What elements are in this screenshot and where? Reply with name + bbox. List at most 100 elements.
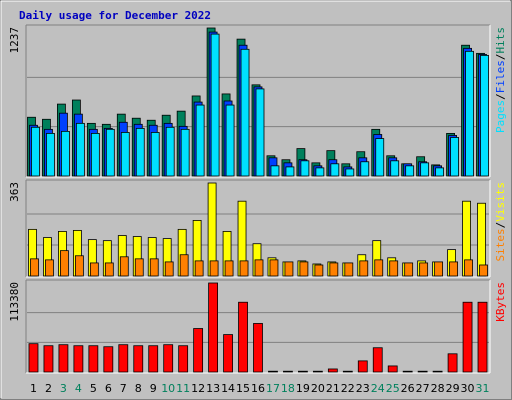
bar [449, 261, 458, 277]
bar [30, 258, 39, 277]
x-tick-label: 19 [296, 382, 310, 395]
bar [330, 163, 340, 177]
bar [372, 347, 383, 373]
bar [74, 255, 84, 277]
x-tick-label: 13 [206, 382, 220, 395]
bar [419, 262, 429, 277]
legend-separator: / [494, 54, 507, 61]
bar [225, 104, 235, 177]
bar [283, 370, 293, 373]
bar [390, 160, 400, 177]
bar [43, 345, 54, 373]
bar [327, 368, 338, 373]
bar [209, 260, 219, 277]
legend-entry: KBytes [494, 282, 507, 322]
x-tick-label: 5 [90, 382, 97, 395]
bar [345, 168, 355, 177]
x-tick-label: 22 [341, 382, 355, 395]
bar [404, 262, 414, 277]
bar [434, 261, 444, 277]
bar [387, 365, 398, 373]
bar [374, 259, 384, 277]
bar [133, 345, 144, 373]
bar [402, 370, 413, 373]
bar [314, 264, 324, 277]
bar [194, 260, 204, 277]
legend: Sites/Visits [494, 182, 507, 262]
bar [269, 259, 279, 277]
bar [477, 301, 488, 373]
bar [300, 160, 310, 177]
x-tick-label: 1 [30, 382, 37, 395]
bar [342, 370, 353, 373]
x-tick-label: 10 [161, 382, 175, 395]
bar [195, 104, 205, 177]
x-tick-label: 7 [120, 382, 127, 395]
bar [178, 345, 189, 373]
x-tick-label: 15 [236, 382, 250, 395]
bar [118, 344, 129, 373]
legend-entry: Sites [494, 228, 507, 261]
bar [75, 122, 85, 177]
bar [344, 262, 354, 277]
bar [432, 370, 443, 373]
legend-entry: Files [494, 60, 507, 93]
bar [298, 370, 308, 373]
bar [164, 261, 174, 277]
bar [238, 301, 248, 373]
bar [46, 133, 55, 177]
bar [163, 344, 174, 373]
bar [253, 323, 263, 373]
bar [135, 127, 145, 177]
y-tick-label: 363 [8, 182, 21, 202]
bar [148, 345, 159, 373]
bar [223, 334, 233, 373]
bar [285, 166, 295, 177]
y-tick-label: 113380 [8, 282, 21, 322]
x-tick-label: 12 [191, 382, 205, 395]
bar [88, 345, 99, 373]
bar [28, 343, 39, 373]
x-tick-label: 29 [446, 382, 460, 395]
bar [315, 167, 325, 177]
x-tick-label: 30 [461, 382, 475, 395]
bar [360, 161, 370, 177]
legend-entry: Hits [494, 27, 507, 54]
bar [239, 260, 249, 277]
legend: Pages/Files/Hits [494, 27, 507, 133]
bar [180, 128, 190, 177]
bar [224, 260, 234, 277]
x-tick-label: 28 [431, 382, 445, 395]
bar [73, 345, 84, 373]
bar [357, 360, 368, 373]
x-tick-label: 3 [60, 382, 67, 395]
legend: KBytes [494, 282, 507, 322]
bar [179, 254, 189, 277]
legend-separator: / [494, 93, 507, 100]
bar [210, 33, 220, 177]
x-tick-label: 31 [476, 382, 490, 395]
bar [405, 165, 415, 177]
bar [417, 370, 428, 373]
x-tick-label: 16 [251, 382, 265, 395]
bar [60, 250, 69, 277]
x-tick-label: 9 [150, 382, 157, 395]
x-tick-label: 2 [45, 382, 52, 395]
bar [450, 137, 459, 177]
legend-entry: Visits [494, 182, 507, 222]
bar [284, 261, 294, 277]
bar [447, 353, 458, 373]
bar [479, 264, 488, 277]
x-tick-label: 20 [311, 382, 325, 395]
bar [268, 370, 278, 373]
bar [61, 130, 70, 177]
bar [31, 126, 40, 177]
bar [329, 262, 339, 277]
bar [119, 256, 129, 277]
bar [208, 282, 218, 373]
bar [150, 132, 160, 177]
x-tick-label: 11 [176, 382, 190, 395]
bar [465, 50, 474, 177]
